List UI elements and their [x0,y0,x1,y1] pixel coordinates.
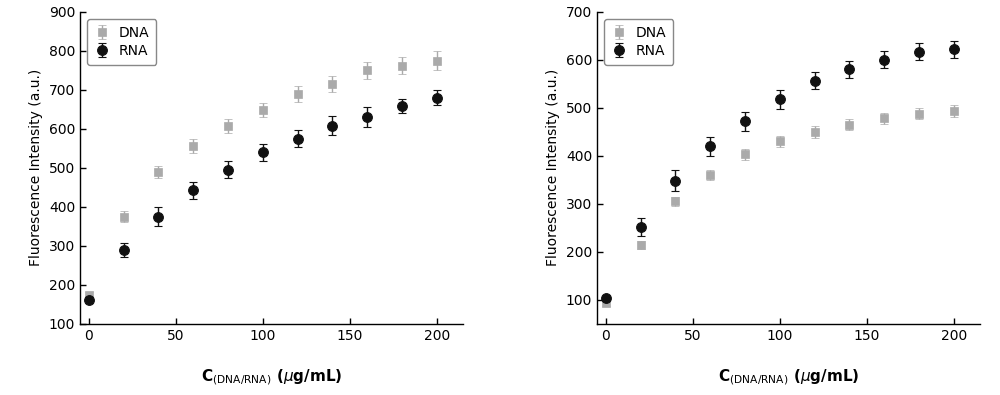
Text: C$_{\rm (DNA/RNA)}$ ($\mu$g/mL): C$_{\rm (DNA/RNA)}$ ($\mu$g/mL) [201,367,342,387]
Y-axis label: Fluorescence Intensity (a.u.): Fluorescence Intensity (a.u.) [546,69,560,267]
Text: C$_{\rm (DNA/RNA)}$ ($\mu$g/mL): C$_{\rm (DNA/RNA)}$ ($\mu$g/mL) [718,367,859,387]
Legend: DNA, RNA: DNA, RNA [604,19,673,65]
Legend: DNA, RNA: DNA, RNA [87,19,156,65]
Y-axis label: Fluorescence Intensity (a.u.): Fluorescence Intensity (a.u.) [29,69,43,267]
